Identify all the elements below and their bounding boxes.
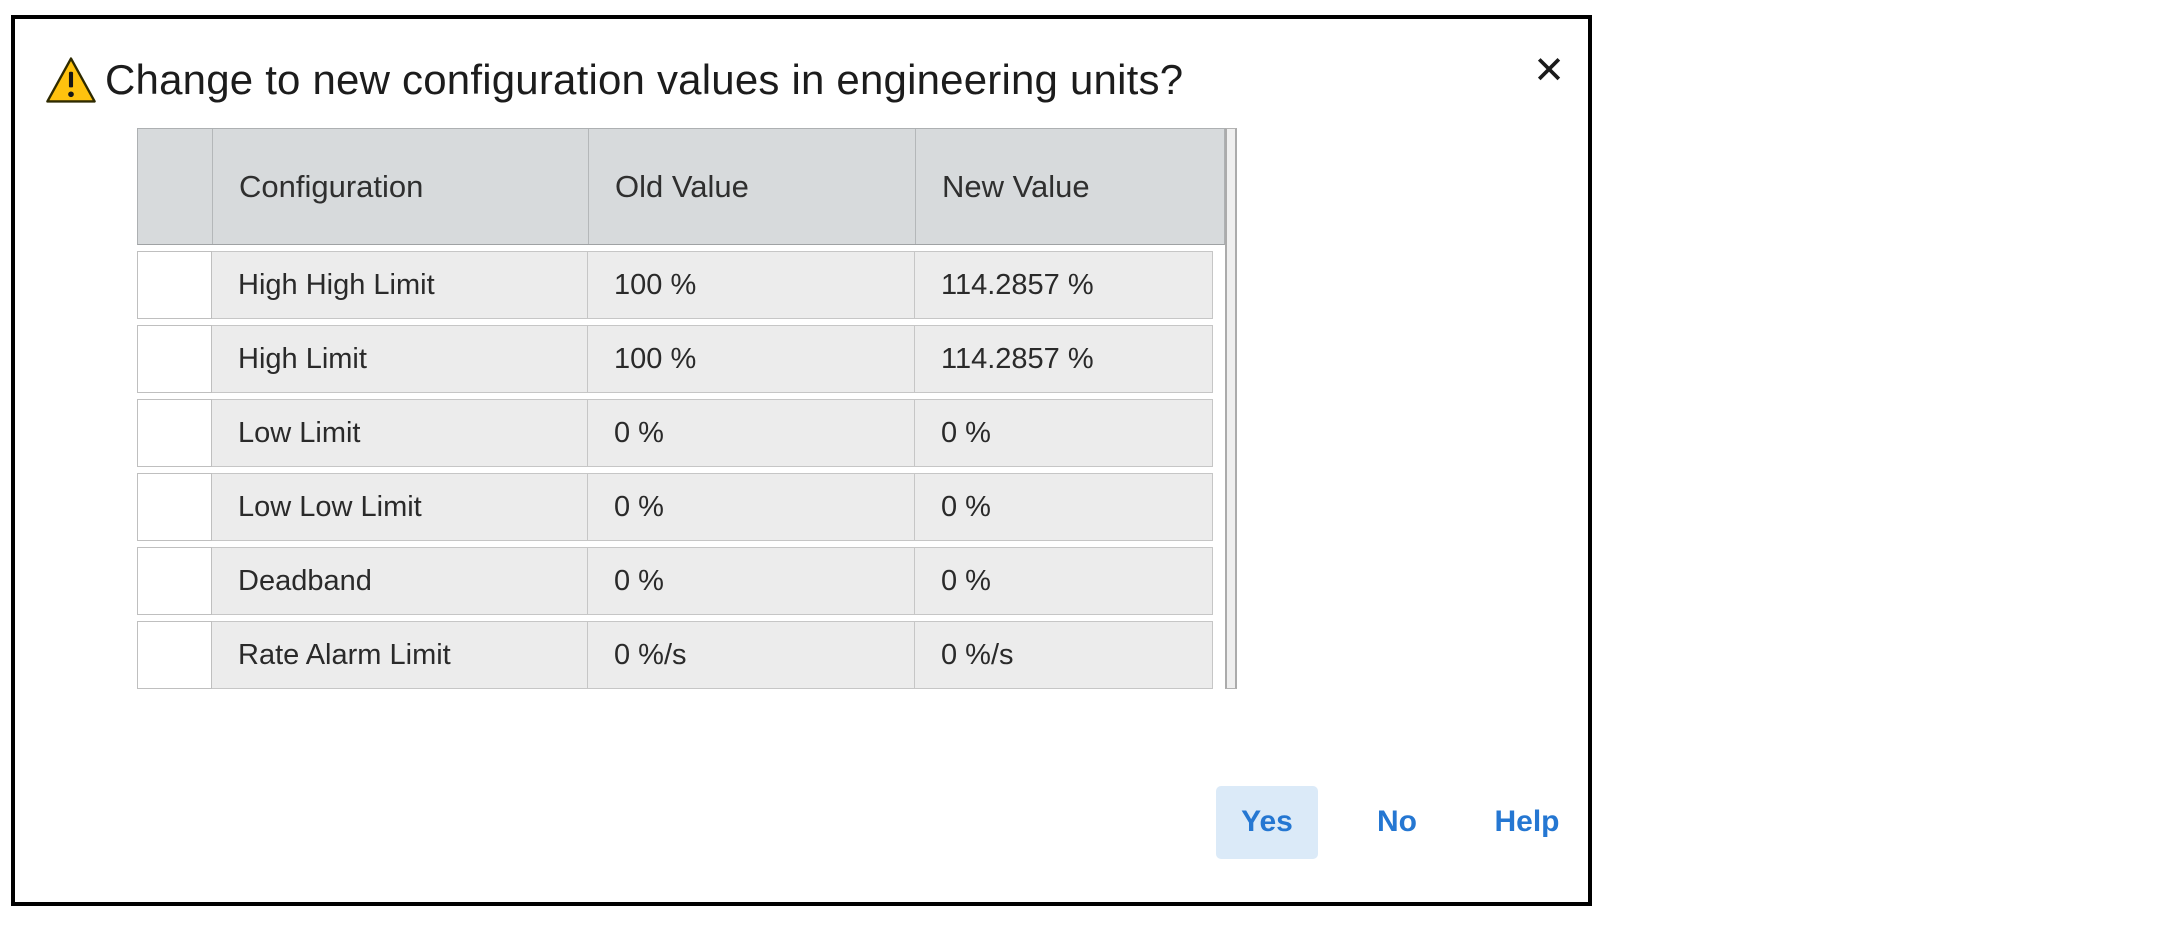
cell-new-value: 0 %/s xyxy=(915,621,1213,689)
table-header-row: Configuration Old Value New Value xyxy=(137,128,1225,245)
cell-new-value: 114.2857 % xyxy=(915,251,1213,319)
row-selector-cell[interactable] xyxy=(137,473,212,541)
cell-old-value: 100 % xyxy=(588,325,915,393)
dialog-titlebar: Change to new configuration values in en… xyxy=(15,19,1588,127)
cell-old-value: 0 % xyxy=(588,473,915,541)
cell-configuration: Low Limit xyxy=(212,399,588,467)
cell-configuration: Rate Alarm Limit xyxy=(212,621,588,689)
column-header-new-value: New Value xyxy=(942,168,1090,204)
table-row: Low Low Limit 0 % 0 % xyxy=(137,473,1225,541)
cell-new-value: 0 % xyxy=(915,399,1213,467)
row-selector-cell[interactable] xyxy=(137,251,212,319)
cell-new-value: 0 % xyxy=(915,547,1213,615)
dialog-button-row: Yes No Help xyxy=(15,785,1588,859)
no-button[interactable]: No xyxy=(1346,786,1448,859)
row-selector-cell[interactable] xyxy=(137,547,212,615)
table-row: Rate Alarm Limit 0 %/s 0 %/s xyxy=(137,621,1225,689)
column-header-old-value: Old Value xyxy=(589,129,916,244)
table-row: High Limit 100 % 114.2857 % xyxy=(137,325,1225,393)
table-row: High High Limit 100 % 114.2857 % xyxy=(137,251,1225,319)
row-selector-cell[interactable] xyxy=(137,325,212,393)
row-selector-cell[interactable] xyxy=(137,621,212,689)
warning-icon xyxy=(45,56,97,104)
cell-old-value: 0 % xyxy=(588,547,915,615)
cell-old-value: 100 % xyxy=(588,251,915,319)
column-header-blank xyxy=(138,129,213,244)
dialog-title: Change to new configuration values in en… xyxy=(105,56,1184,103)
cell-old-value: 0 %/s xyxy=(588,621,915,689)
cell-configuration: Deadband xyxy=(212,547,588,615)
close-icon[interactable]: ✕ xyxy=(1520,41,1578,99)
yes-button[interactable]: Yes xyxy=(1216,785,1318,859)
confirmation-dialog: Change to new configuration values in en… xyxy=(11,15,1592,906)
table-scrollbar[interactable] xyxy=(1225,128,1237,689)
cell-configuration: High High Limit xyxy=(212,251,588,319)
cell-configuration: High Limit xyxy=(212,325,588,393)
cell-configuration: Low Low Limit xyxy=(212,473,588,541)
row-selector-cell[interactable] xyxy=(137,399,212,467)
cell-new-value: 0 % xyxy=(915,473,1213,541)
help-button[interactable]: Help xyxy=(1476,786,1578,859)
cell-old-value: 0 % xyxy=(588,399,915,467)
table-row: Low Limit 0 % 0 % xyxy=(137,399,1225,467)
table-row: Deadband 0 % 0 % xyxy=(137,547,1225,615)
column-header-configuration: Configuration xyxy=(213,129,589,244)
cell-new-value: 114.2857 % xyxy=(915,325,1213,393)
configuration-table: Configuration Old Value New Value High H… xyxy=(137,128,1237,689)
